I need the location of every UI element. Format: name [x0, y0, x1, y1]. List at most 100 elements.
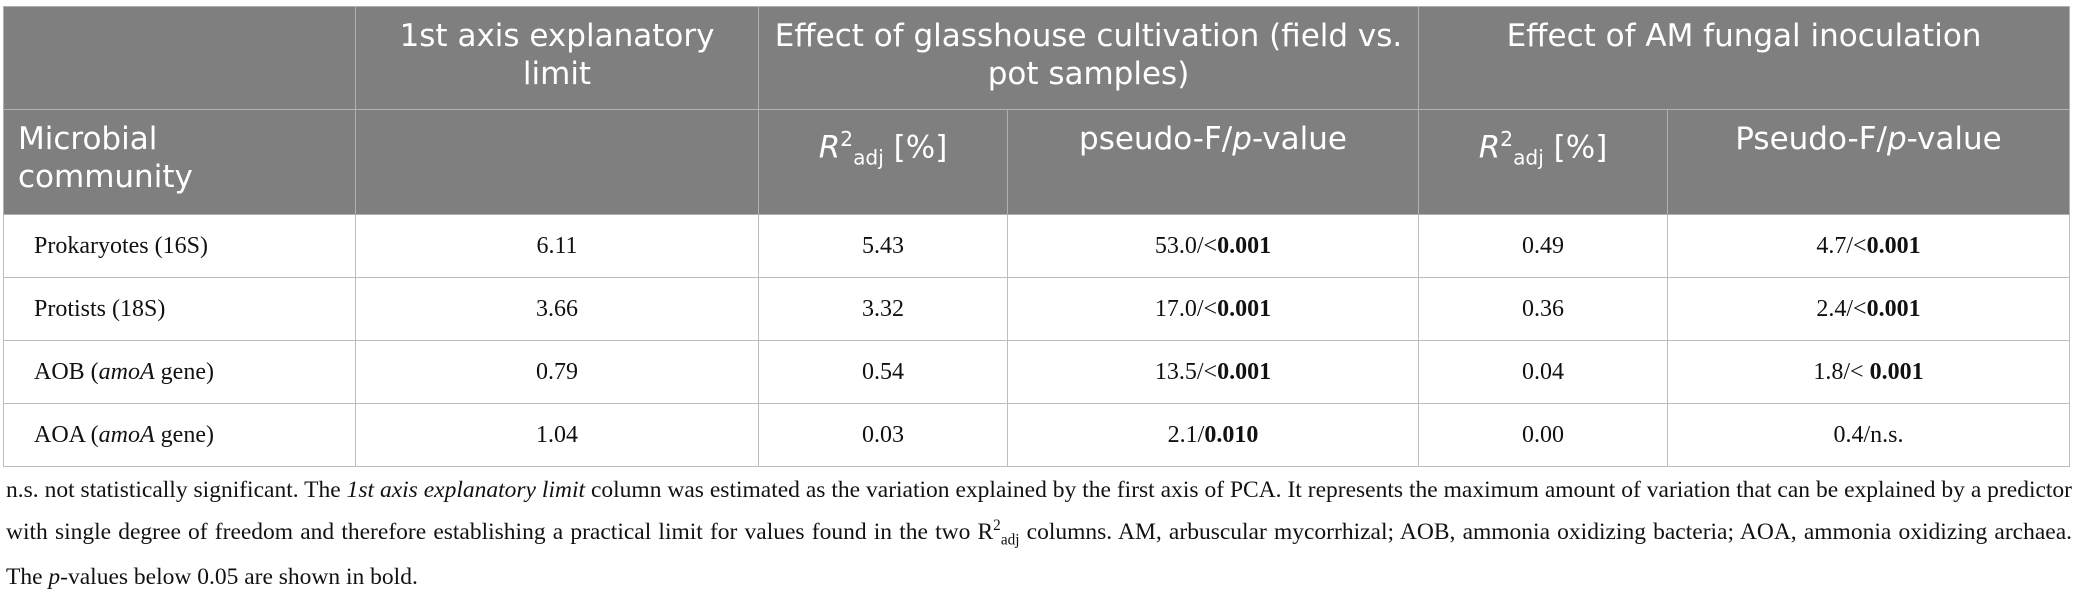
footnote-text: -values below 0.05 are shown in bold.: [60, 563, 418, 590]
data-row: AOB (amoA gene) 0.79 0.54 13.5/<0.001 0.04 1.…: [3, 340, 2070, 404]
value-text: 0.54: [862, 358, 904, 385]
value-text: 5.43: [862, 232, 904, 259]
footnote-text: 2: [993, 517, 1001, 534]
header-text: 1st axis explanatory limit: [399, 18, 715, 92]
value-text: 1.8/<: [1813, 358, 1870, 385]
results-table: 1st axis explanatory limit Effect of gla…: [3, 6, 2070, 467]
header-text: R: [1478, 129, 1501, 166]
header-text: R: [818, 129, 841, 166]
table-body: Prokaryotes (16S) 6.11 5.43 53.0/<0.001 0.49…: [3, 214, 2070, 467]
header-text: p: [1886, 121, 1907, 157]
value-text: 0.79: [536, 358, 578, 385]
value-cell: 13.5/<0.001: [1007, 340, 1419, 404]
value-cell: 0.36: [1418, 277, 1668, 341]
community-text: Protists (18S): [34, 295, 166, 322]
header-row: Microbial community R2adj [%] pseudo-F/p…: [3, 109, 2070, 215]
community-text: gene): [154, 421, 214, 448]
value-text: 0.4/n.s.: [1833, 421, 1904, 448]
value-text: 0.49: [1522, 232, 1564, 259]
footnote: n.s. not statistically significant. The …: [6, 472, 2072, 595]
header-text: Effect of AM fungal inoculation: [1506, 18, 1982, 54]
header-text: pseudo-F/: [1079, 121, 1233, 157]
header-text: adj: [853, 145, 884, 170]
header-cell: Microbial community: [3, 109, 356, 215]
community-cell: AOB (amoA gene): [3, 340, 356, 404]
value-cell: 0.54: [758, 340, 1008, 404]
data-row: Prokaryotes (16S) 6.11 5.43 53.0/<0.001 0.49…: [3, 214, 2070, 278]
value-text: 0.36: [1522, 295, 1564, 322]
header-text: Pseudo-F/: [1735, 121, 1887, 157]
header-cell: Pseudo-F/p-value: [1667, 109, 2070, 215]
header-text: p: [1232, 121, 1252, 157]
value-cell: 0.00: [1418, 403, 1668, 467]
value-cell: 0.49: [1418, 214, 1668, 278]
value-text: 0.03: [862, 421, 904, 448]
community-text: AOA (: [34, 421, 99, 448]
value-text: 13.5/<: [1154, 358, 1218, 385]
value-text: 0.001: [1217, 358, 1272, 385]
header-cell: [3, 6, 356, 110]
footnote-text: adj: [1000, 531, 1020, 549]
header-cell: [355, 109, 759, 215]
footnote-text: 1st axis explanatory limit: [346, 477, 586, 503]
value-cell: 6.11: [355, 214, 759, 278]
value-text: 0.001: [1869, 358, 1924, 385]
data-row: Protists (18S) 3.66 3.32 17.0/<0.001 0.36 2.4…: [3, 277, 2070, 341]
value-cell: 0.04: [1418, 340, 1668, 404]
header-cell: Effect of AM fungal inoculation: [1418, 6, 2070, 110]
value-text: 0.001: [1217, 232, 1272, 259]
value-text: 17.0/<: [1154, 295, 1218, 322]
header-cell: R2adj [%]: [1418, 109, 1668, 215]
value-cell: 1.8/< 0.001: [1667, 340, 2070, 404]
header-cell: R2adj [%]: [758, 109, 1008, 215]
value-cell: 0.79: [355, 340, 759, 404]
value-cell: 5.43: [758, 214, 1008, 278]
header-text: Microbial community: [18, 121, 193, 195]
header-text: [%]: [1543, 129, 1608, 166]
community-text: Prokaryotes (16S): [34, 232, 208, 259]
footnote-text: p: [48, 563, 61, 590]
community-cell: Prokaryotes (16S): [3, 214, 356, 278]
value-text: 3.66: [536, 295, 578, 322]
community-text: gene): [154, 358, 214, 385]
footnote-text: columns. AM, arbuscular mycorrhizal; AOB…: [6, 518, 2072, 590]
value-text: 2.1/: [1167, 421, 1205, 448]
community-cell: AOA (amoA gene): [3, 403, 356, 467]
value-cell: 0.03: [758, 403, 1008, 467]
value-cell: 3.66: [355, 277, 759, 341]
header-cell: Effect of glasshouse cultivation (field …: [758, 6, 1419, 110]
value-text: 3.32: [862, 295, 904, 322]
value-cell: 0.4/n.s.: [1667, 403, 2070, 467]
header-text: 2: [1500, 127, 1514, 151]
value-text: 4.7/<: [1816, 232, 1867, 259]
footnote-text: column was estimated as the variation ex…: [6, 477, 2073, 545]
community-text: amoA: [98, 358, 155, 385]
value-text: 6.11: [536, 232, 578, 259]
header-text: [%]: [883, 129, 948, 166]
footnote-text: n.s. not statistically significant. The: [6, 477, 347, 503]
value-text: 0.04: [1522, 358, 1564, 385]
community-text: AOB (: [34, 358, 99, 385]
header-cell: pseudo-F/p-value: [1007, 109, 1419, 215]
header-cell: 1st axis explanatory limit: [355, 6, 759, 110]
header-text: -value: [1251, 121, 1347, 157]
header-text: Effect of glasshouse cultivation (field …: [774, 18, 1403, 92]
value-text: 1.04: [536, 421, 578, 448]
value-cell: 4.7/<0.001: [1667, 214, 2070, 278]
value-text: 53.0/<: [1154, 232, 1218, 259]
value-text: 0.001: [1217, 295, 1272, 322]
header-text: 2: [840, 127, 854, 151]
value-text: 0.001: [1866, 295, 1921, 322]
value-cell: 17.0/<0.001: [1007, 277, 1419, 341]
value-text: 0.001: [1866, 232, 1921, 259]
value-cell: 1.04: [355, 403, 759, 467]
community-cell: Protists (18S): [3, 277, 356, 341]
value-text: 0.00: [1522, 421, 1564, 448]
value-text: 0.010: [1204, 421, 1259, 448]
header-text: adj: [1513, 145, 1544, 170]
value-cell: 3.32: [758, 277, 1008, 341]
value-cell: 2.4/<0.001: [1667, 277, 2070, 341]
header-text: -value: [1906, 121, 2002, 157]
value-text: 2.4/<: [1816, 295, 1867, 322]
